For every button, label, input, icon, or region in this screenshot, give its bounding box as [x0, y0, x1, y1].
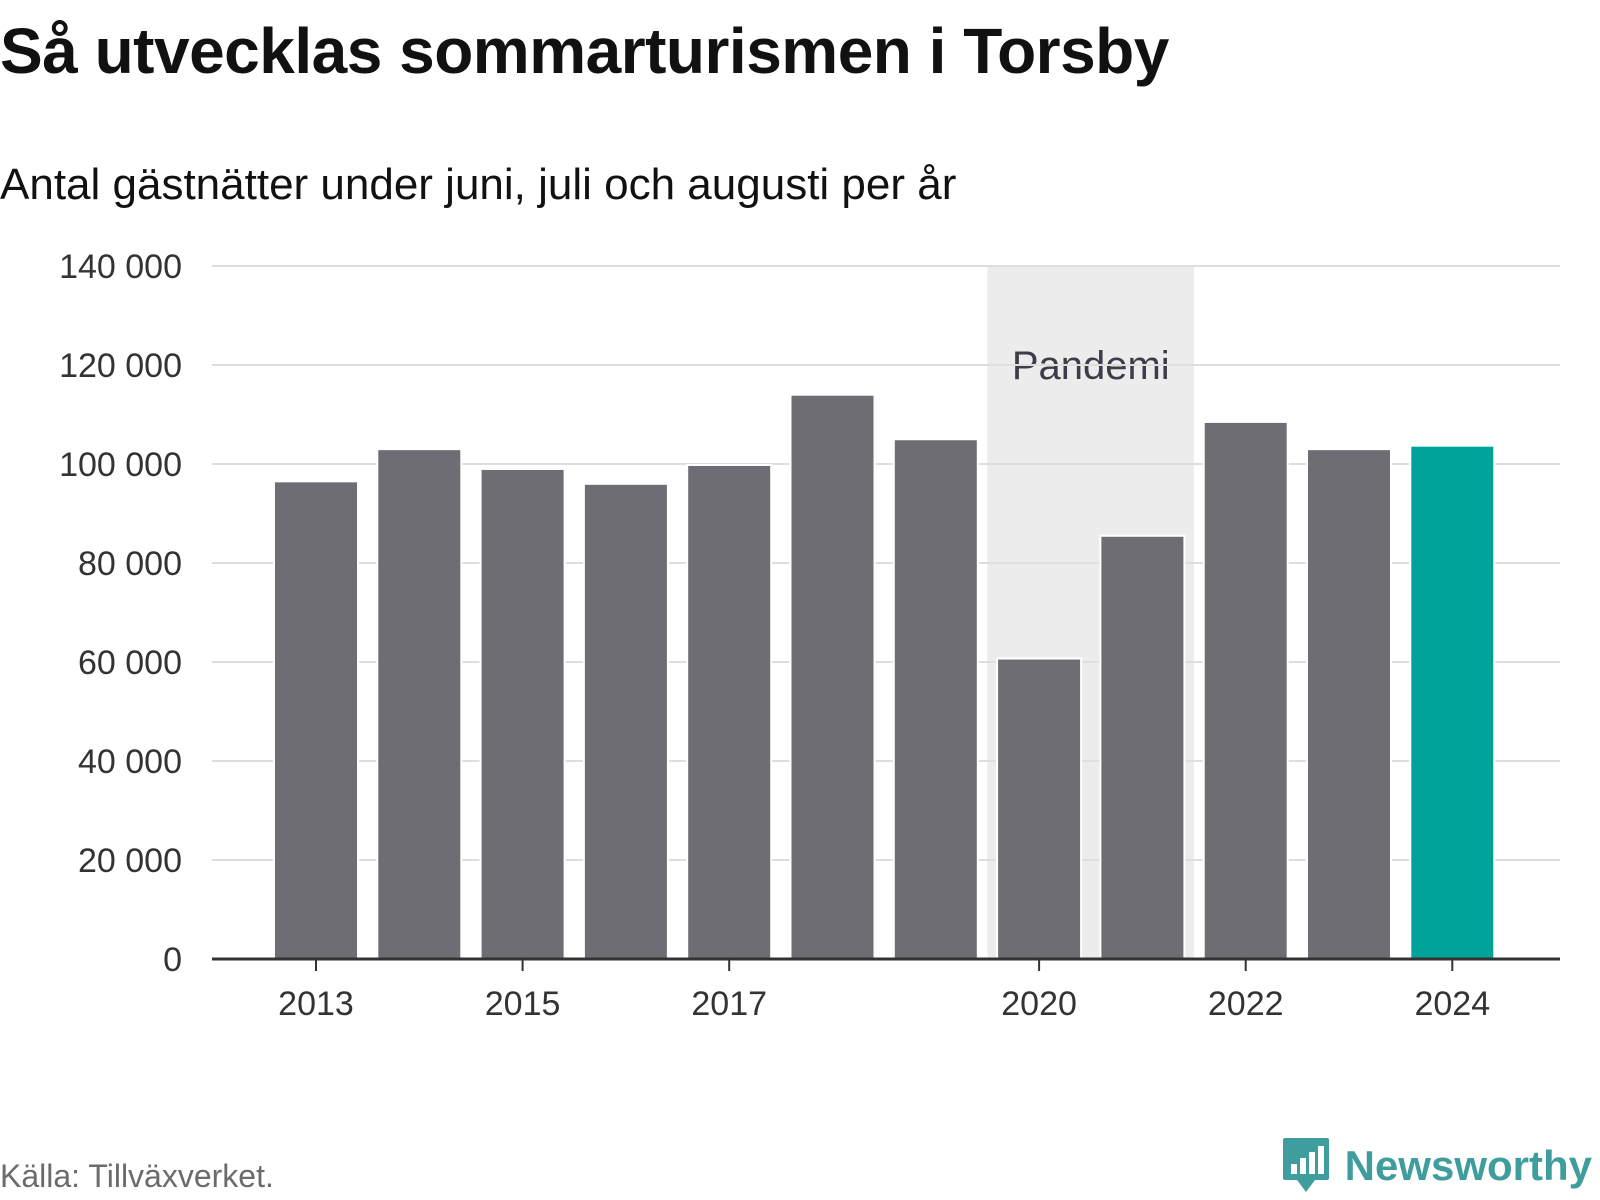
bar-2020 — [996, 657, 1083, 960]
bar-2016 — [582, 482, 669, 960]
x-tick-label: 2022 — [1208, 985, 1284, 1023]
bars — [273, 393, 1496, 961]
brand-name: Newsworthy — [1344, 1142, 1592, 1189]
chart-title: Så utvecklas sommarturismen i Torsby — [0, 15, 1169, 87]
bar-2021 — [1099, 534, 1186, 961]
y-tick-label: 20 000 — [78, 842, 182, 880]
x-tick-label: 2020 — [1001, 985, 1077, 1023]
y-tick-label: 100 000 — [59, 446, 182, 484]
bar-2013 — [273, 480, 359, 960]
x-tick-label: 2024 — [1414, 985, 1490, 1023]
chart-subtitle: Antal gästnätter under juni, juli och au… — [0, 160, 957, 209]
y-tick-label: 140 000 — [59, 248, 182, 286]
x-tick-label: 2017 — [691, 985, 767, 1023]
y-tick-label: 120 000 — [59, 347, 182, 385]
x-tick-label: 2015 — [485, 985, 561, 1023]
bar-2017 — [686, 463, 773, 960]
bar-2022 — [1202, 420, 1289, 960]
bar-2023 — [1306, 448, 1392, 960]
bar-2014 — [376, 448, 463, 960]
brand[interactable]: Newsworthy — [1281, 1136, 1592, 1196]
bar-2019 — [892, 438, 979, 960]
y-tick-label: 80 000 — [78, 545, 182, 583]
newsworthy-logo-icon — [1282, 1138, 1329, 1192]
y-axis-ticks: 0 20 000 40 000 60 000 80 000 100 000 120 000 1… — [59, 248, 182, 979]
x-axis-ticks: 2013 2015 2017 2020 2022 2024 — [278, 959, 1490, 1023]
bar-2024 — [1409, 444, 1496, 960]
y-tick-label: 40 000 — [78, 743, 182, 781]
y-tick-label: 0 — [163, 941, 182, 979]
y-tick-label: 60 000 — [78, 644, 182, 682]
bar-2018 — [789, 393, 876, 960]
x-tick-label: 2013 — [278, 985, 354, 1023]
source-text: Källa: Tillväxverket. — [0, 1158, 274, 1194]
bar-2015 — [479, 467, 566, 960]
